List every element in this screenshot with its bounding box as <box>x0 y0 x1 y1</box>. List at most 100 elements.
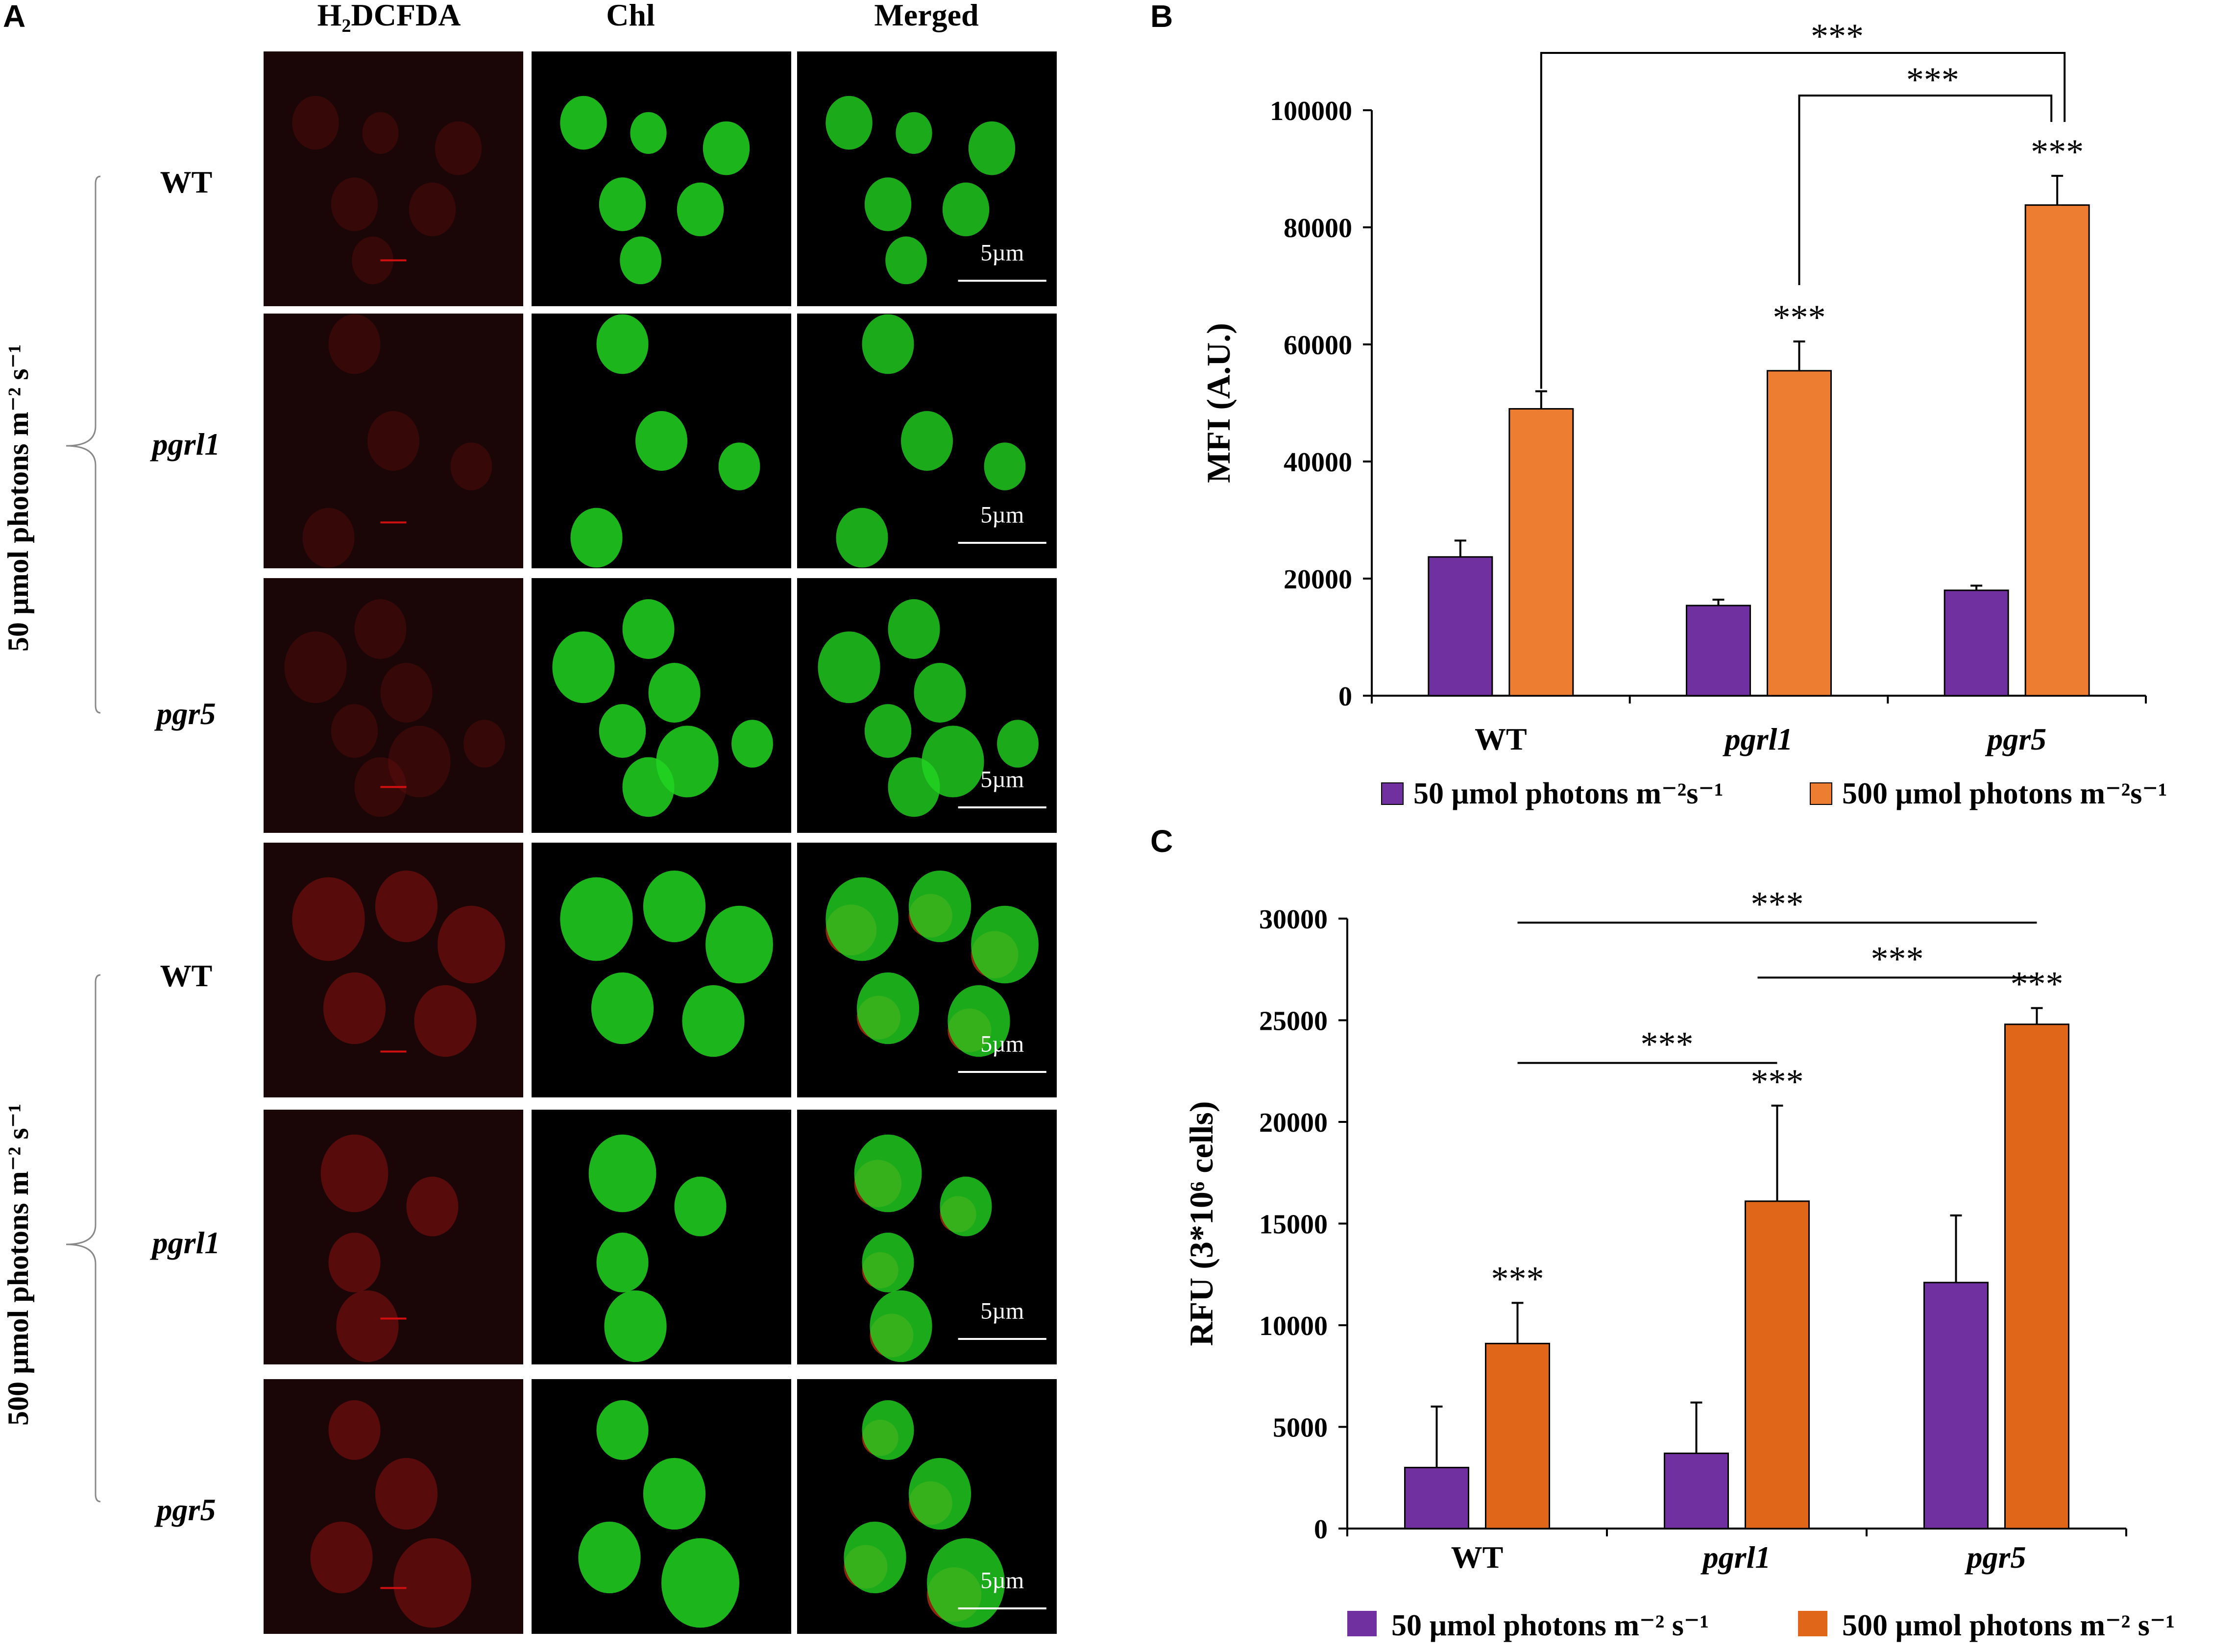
bar <box>1428 556 1493 697</box>
cell <box>328 1400 381 1460</box>
cell <box>604 1290 667 1362</box>
cell <box>375 1458 438 1530</box>
legend-swatch <box>1347 1611 1377 1636</box>
bar <box>1923 1282 1989 1530</box>
cell <box>856 972 920 1045</box>
bracket-low-light <box>66 175 101 714</box>
legend-label: 50 µmol photons m⁻² s⁻¹ <box>1391 1609 1709 1642</box>
cell <box>940 1176 992 1237</box>
cell <box>888 599 940 659</box>
x-tick-label: WT <box>1451 1540 1504 1575</box>
cell <box>888 757 940 817</box>
image-merged-pgr5-high: 5µm <box>797 1379 1057 1634</box>
cell <box>599 704 646 758</box>
column-header-merged: Merged <box>874 0 979 32</box>
cell <box>836 508 888 568</box>
y-tick-label: 10000 <box>1259 1311 1328 1341</box>
bracket-high-light <box>66 974 101 1503</box>
cell <box>414 985 477 1057</box>
cell <box>302 508 355 568</box>
cell <box>331 177 378 231</box>
cell <box>908 870 972 943</box>
image-h2dcfda-wt-high <box>264 843 523 1097</box>
legend-swatch <box>1798 1611 1827 1636</box>
image-merged-wt-high: 5µm <box>797 843 1057 1097</box>
panel-c-letter: C <box>1150 824 1173 859</box>
cell <box>968 121 1016 175</box>
cell <box>406 1176 459 1237</box>
cell <box>380 663 433 723</box>
cell <box>844 1521 906 1594</box>
cell <box>320 1134 389 1213</box>
bar <box>1686 605 1751 697</box>
image-chl-pgr5-high <box>532 1379 791 1634</box>
scale-bar-label: 5µm <box>980 1298 1024 1324</box>
cell <box>854 1134 922 1213</box>
cell <box>596 1233 649 1292</box>
scale-bar-label: 5µm <box>980 240 1024 266</box>
legend-label: 500 µmol photons m⁻² s⁻¹ <box>1842 1609 2175 1642</box>
cell <box>818 631 880 704</box>
significance-label: *** <box>1811 17 1864 56</box>
cell <box>323 972 386 1045</box>
cell <box>463 720 505 768</box>
cell <box>864 177 912 231</box>
significance-label: *** <box>1491 1259 1544 1298</box>
condition-label-high-light: 500 µmol photons m⁻² s⁻¹ <box>2 1103 34 1426</box>
cell <box>947 985 1010 1057</box>
y-axis-label: RFU (3*10⁶ cells) <box>1183 1101 1220 1346</box>
cell <box>643 870 706 943</box>
x-tick-label: pgr5 <box>1965 1540 2026 1575</box>
cell <box>393 1538 471 1628</box>
image-h2dcfda-pgrl1-high <box>264 1110 523 1364</box>
cell <box>622 599 675 659</box>
cell <box>560 877 633 961</box>
cell <box>927 1538 1005 1628</box>
cell <box>578 1521 641 1594</box>
cell <box>560 96 607 150</box>
x-tick-label: WT <box>1475 722 1527 756</box>
cell <box>677 182 724 237</box>
cell <box>997 720 1039 768</box>
cell <box>826 96 873 150</box>
legend-label: 50 µmol photons m⁻²s⁻¹ <box>1413 777 1724 810</box>
cell <box>620 236 661 285</box>
cell <box>367 411 419 471</box>
cell <box>331 704 378 758</box>
cell <box>908 1458 972 1530</box>
bar <box>1664 1452 1729 1530</box>
cell <box>674 1176 727 1237</box>
cell <box>292 877 365 961</box>
legend-label: 500 µmol photons m⁻²s⁻¹ <box>1842 777 2167 810</box>
cell <box>826 877 899 961</box>
panel-a-letter: A <box>3 0 26 34</box>
cell <box>864 704 912 758</box>
bar <box>1404 1467 1469 1530</box>
row-label-wt-low: WT <box>160 165 213 199</box>
bar <box>2004 1023 2069 1530</box>
cell <box>354 599 407 659</box>
cell <box>984 442 1026 490</box>
image-merged-wt-low: 5µm <box>797 51 1057 306</box>
significance-label: *** <box>1906 60 1959 99</box>
bar <box>1508 408 1574 697</box>
cell <box>643 1458 706 1530</box>
cell <box>870 1290 932 1362</box>
cell <box>437 905 505 984</box>
cell <box>599 177 646 231</box>
cell <box>862 1233 914 1292</box>
cell <box>328 1233 381 1292</box>
cell <box>552 631 615 704</box>
y-tick-label: 60000 <box>1284 330 1352 361</box>
image-chl-wt-low <box>532 51 791 306</box>
condition-label-low-light: 50 µmol photons m⁻² s⁻¹ <box>2 344 34 652</box>
y-tick-label: 15000 <box>1259 1210 1328 1240</box>
cell <box>352 236 393 285</box>
bar <box>1943 589 2009 697</box>
x-tick-label: pgrl1 <box>1701 1540 1771 1575</box>
cell <box>862 1400 914 1460</box>
cell <box>718 442 760 490</box>
group-brackets <box>66 175 101 1503</box>
image-merged-pgrl1-high: 5µm <box>797 1110 1057 1364</box>
cell <box>336 1290 399 1362</box>
